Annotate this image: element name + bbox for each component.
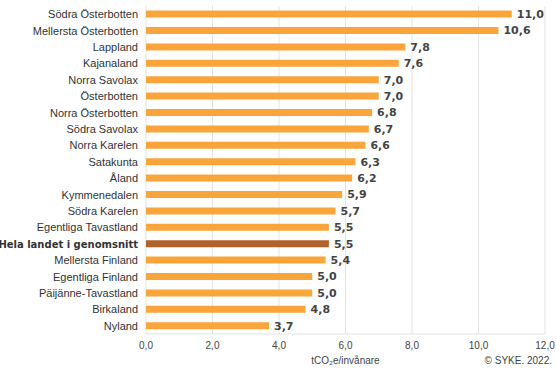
svg-text:Norra Savolax: Norra Savolax — [68, 74, 138, 86]
svg-text:Lappland: Lappland — [93, 41, 138, 53]
svg-text:11,0: 11,0 — [517, 8, 544, 21]
svg-text:0,0: 0,0 — [139, 340, 153, 351]
svg-text:Egentliga Tavastland: Egentliga Tavastland — [37, 221, 138, 233]
html-text:tCO₂e/invånare: tCO₂e/invånare — [311, 355, 380, 366]
svg-text:6,0: 6,0 — [339, 340, 353, 351]
svg-text:7,0: 7,0 — [384, 74, 404, 87]
svg-text:5,5: 5,5 — [334, 221, 354, 234]
html-text:© SYKE. 2022.: © SYKE. 2022. — [484, 355, 552, 366]
svg-text:Kymmenedalen: Kymmenedalen — [62, 189, 138, 201]
svg-text:7,0: 7,0 — [384, 90, 404, 103]
svg-text:3,7: 3,7 — [274, 320, 294, 333]
svg-text:6,2: 6,2 — [357, 172, 377, 185]
svg-text:5,9: 5,9 — [347, 188, 367, 201]
svg-text:Mellersta Österbotten: Mellersta Österbotten — [33, 25, 138, 37]
svg-text:7,6: 7,6 — [404, 57, 424, 70]
svg-text:4,8: 4,8 — [311, 303, 331, 316]
svg-text:5,5: 5,5 — [334, 238, 354, 251]
svg-text:Egentliga Finland: Egentliga Finland — [53, 271, 138, 283]
svg-text:Päijänne-Tavastland: Päijänne-Tavastland — [39, 287, 138, 299]
svg-text:Södra Savolax: Södra Savolax — [66, 123, 138, 135]
svg-text:2,0: 2,0 — [206, 340, 220, 351]
svg-text:5,0: 5,0 — [317, 287, 337, 300]
svg-text:10,0: 10,0 — [469, 340, 489, 351]
svg-text:5,4: 5,4 — [331, 254, 351, 267]
svg-text:Södra Karelen: Södra Karelen — [68, 205, 138, 217]
svg-text:7,8: 7,8 — [410, 41, 430, 54]
svg-text:Mellersta Finland: Mellersta Finland — [54, 254, 138, 266]
svg-text:Norra Karelen: Norra Karelen — [70, 139, 138, 151]
svg-text:Hela landet i genomsnitt: Hela landet i genomsnitt — [8, 239, 138, 250]
svg-text:Satakunta: Satakunta — [88, 156, 138, 168]
svg-text:4,0: 4,0 — [272, 340, 286, 351]
svg-text:Österbotten: Österbotten — [81, 90, 138, 102]
svg-text:6,7: 6,7 — [374, 123, 394, 136]
svg-text:Birkaland: Birkaland — [92, 303, 138, 315]
svg-text:5,7: 5,7 — [341, 205, 361, 218]
svg-text:Kajanaland: Kajanaland — [83, 57, 138, 69]
svg-text:6,8: 6,8 — [377, 106, 397, 119]
svg-text:12,0: 12,0 — [535, 340, 548, 351]
svg-text:10,6: 10,6 — [503, 24, 530, 37]
svg-text:Södra Österbotten: Södra Österbotten — [48, 8, 138, 20]
svg-text:Åland: Åland — [110, 172, 138, 184]
svg-text:6,3: 6,3 — [360, 156, 380, 169]
svg-text:6,6: 6,6 — [370, 139, 390, 152]
svg-text:Norra Österbotten: Norra Österbotten — [50, 107, 138, 119]
svg-text:8,0: 8,0 — [405, 340, 419, 351]
svg-text:Nyland: Nyland — [104, 320, 138, 332]
svg-text:5,0: 5,0 — [317, 270, 337, 283]
